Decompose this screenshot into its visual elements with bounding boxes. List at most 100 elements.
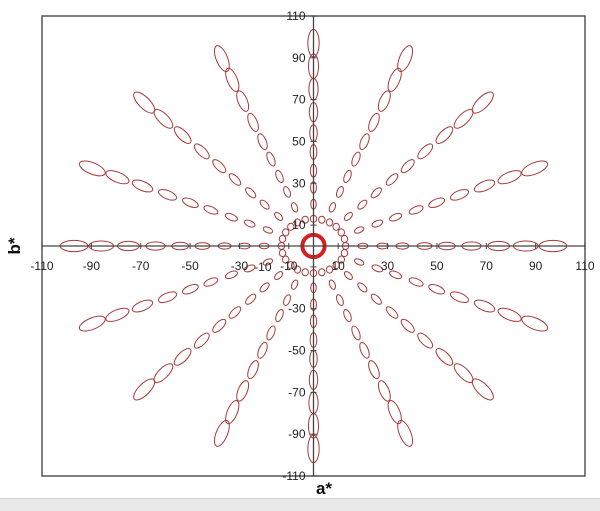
tolerance-ellipse	[105, 170, 130, 185]
tolerance-ellipse	[262, 258, 274, 266]
x-tick-label: 110	[575, 259, 594, 273]
tolerance-ellipse	[213, 45, 230, 73]
y-tick-label: 10	[292, 218, 306, 232]
tolerance-ellipse	[212, 318, 227, 333]
x-tick-label: 50	[430, 259, 444, 273]
tolerance-ellipse	[449, 291, 469, 304]
tolerance-ellipse	[133, 91, 156, 114]
tolerance-ellipse	[266, 151, 276, 167]
inner-ring-ellipse	[278, 249, 287, 258]
tolerance-ellipse	[368, 112, 380, 132]
tolerance-ellipse	[397, 45, 414, 73]
tolerance-ellipse	[78, 315, 106, 332]
tolerance-ellipse	[275, 308, 284, 323]
tolerance-ellipse	[351, 325, 361, 341]
x-axis-label: a*	[316, 479, 332, 496]
tolerance-ellipse	[275, 169, 284, 184]
tolerance-ellipse	[225, 400, 240, 425]
y-tick-label: 110	[286, 9, 305, 23]
tolerance-ellipse	[173, 126, 192, 144]
tolerance-ellipse	[236, 380, 250, 402]
tolerance-ellipse	[387, 67, 402, 92]
inner-ring-ellipse	[337, 228, 345, 237]
tolerance-ellipse	[400, 318, 415, 333]
tolerance-ellipse	[213, 419, 230, 447]
tolerance-ellipse	[397, 419, 414, 447]
y-tick-label: -30	[288, 302, 306, 316]
x-tick-label: -70	[132, 259, 150, 273]
inner-ring-ellipse	[340, 234, 349, 243]
window-bottom-bar	[0, 498, 600, 511]
tolerance-ellipse	[359, 133, 370, 151]
x-tick-label: 70	[480, 259, 494, 273]
inner-ring-ellipse	[278, 234, 287, 243]
tolerance-ellipse	[387, 400, 402, 425]
tolerance-ellipse	[389, 270, 403, 280]
x-tick-label: -90	[83, 259, 101, 273]
tolerance-ellipse	[133, 378, 156, 401]
tolerance-ellipse	[343, 211, 353, 221]
tolerance-ellipse	[193, 143, 210, 160]
tolerance-ellipse	[328, 202, 337, 213]
tolerance-ellipse	[371, 219, 384, 228]
y-tick-label: 70	[292, 93, 306, 107]
tolerance-ellipse	[224, 270, 238, 280]
tolerance-ellipse	[203, 205, 219, 215]
tolerance-ellipse	[173, 348, 192, 366]
tolerance-ellipse	[417, 332, 434, 349]
tolerance-ellipse	[351, 151, 361, 167]
inner-ring-ellipse	[301, 268, 309, 277]
x-tick-label: -110	[30, 259, 53, 273]
tolerance-ellipse	[473, 179, 496, 193]
tolerance-ellipse	[417, 143, 434, 160]
tolerance-ellipse	[283, 294, 292, 306]
tolerance-ellipse	[158, 188, 178, 201]
x-tick-label: -10	[280, 259, 298, 273]
inner-ring-ellipse	[318, 215, 326, 224]
tolerance-ellipse	[274, 271, 284, 281]
inner-ring-ellipse	[325, 218, 334, 227]
tolerance-ellipse	[105, 307, 130, 322]
tolerance-ellipse	[181, 283, 199, 295]
tolerance-ellipse	[385, 173, 399, 186]
tolerance-ellipse	[343, 308, 352, 323]
tolerance-ellipse	[212, 159, 227, 174]
tolerance-ellipse	[328, 279, 337, 290]
inner-ring-ellipse	[293, 218, 302, 227]
tolerance-ellipse	[257, 133, 268, 151]
tolerance-ellipse	[353, 258, 365, 266]
tolerance-ellipse	[245, 187, 257, 199]
x-tick-label: 30	[381, 259, 395, 273]
tolerance-ellipse	[408, 277, 424, 287]
inner-ring-ellipse	[282, 255, 290, 264]
tolerance-ellipse	[343, 271, 353, 281]
tolerance-ellipse	[473, 299, 496, 313]
tolerance-ellipse	[243, 219, 256, 228]
tolerance-ellipse	[335, 186, 344, 198]
y-axis-label: b*	[5, 237, 24, 254]
tolerance-ellipse	[357, 282, 368, 293]
tolerance-ellipse	[193, 332, 210, 349]
tolerance-ellipse	[471, 91, 494, 114]
tolerance-ellipse	[131, 179, 154, 193]
inner-ring-ellipse	[287, 222, 295, 231]
tolerance-ellipse	[497, 307, 522, 322]
tolerance-ellipse	[257, 341, 268, 359]
tolerance-ellipse	[245, 293, 257, 305]
x-tick-label: -50	[181, 259, 199, 273]
tolerance-ellipse	[400, 159, 415, 174]
tolerance-ellipse	[371, 264, 384, 273]
inner-ring-ellipse	[301, 215, 309, 224]
y-tick-label: -90	[288, 427, 306, 441]
tolerance-ellipse	[78, 160, 106, 177]
inner-ring-ellipse	[332, 261, 340, 270]
tolerance-ellipse	[236, 90, 250, 112]
inner-ring-ellipse	[325, 265, 334, 274]
tolerance-ellipse	[428, 197, 446, 209]
tolerance-ellipse	[343, 169, 352, 184]
tolerance-ellipse	[449, 188, 469, 201]
tolerance-ellipse	[385, 306, 399, 319]
tolerance-ellipse	[131, 299, 154, 313]
tolerance-ellipse	[247, 360, 259, 380]
tolerance-ellipse	[521, 160, 549, 177]
